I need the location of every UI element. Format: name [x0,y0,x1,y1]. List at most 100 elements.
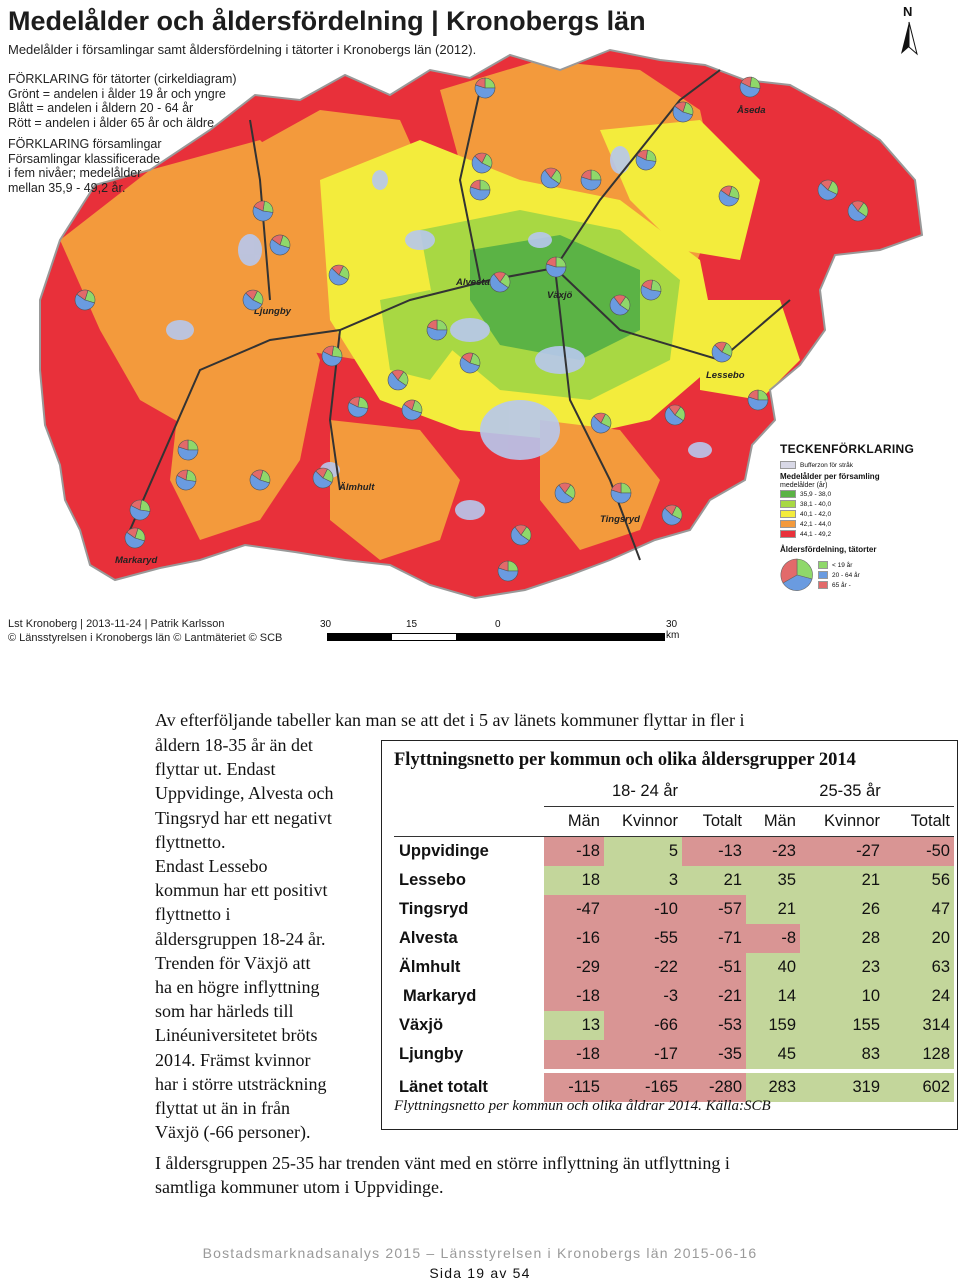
row-label: Alvesta [399,929,458,947]
table-cell: 83 [800,1040,884,1069]
table-cell: 45 [746,1040,800,1069]
pie-chart-icon [817,179,839,201]
pie-chart-icon [249,469,271,491]
pie-slice [672,105,693,123]
pie-chart-icon [328,264,350,286]
svg-text:Älmhult: Älmhult [338,482,375,493]
pie-slice [851,200,865,212]
legend-swatch [818,571,828,579]
pie-slice [427,319,438,331]
legend-label: 65 år - [832,581,851,589]
pie-chart-icon [672,101,694,123]
table-row: Lessebo 18 3 21 35 21 56 [394,866,954,895]
pie-chart-icon [635,149,657,171]
migration-table-box: Flyttningsnetto per kommun och olika åld… [381,740,958,1130]
legend-dist-class: 65 år - [818,580,860,590]
table-cell: -17 [604,1040,682,1069]
pie-chart-icon [554,482,576,504]
pie-chart-icon [401,399,423,421]
text-line: ha en högre inflyttning [155,977,320,998]
legend-title: TECKENFÖRKLARING [780,442,915,456]
svg-text:Lessebo: Lessebo [706,370,745,381]
map-regions [40,50,922,598]
row-label: Älmhult [399,958,461,976]
table-cell: 21 [800,866,884,895]
table-cell: 40 [746,953,800,982]
pie-slice [748,389,759,401]
pie-slice [242,292,263,311]
table-cell: 10 [800,982,884,1011]
table-cell: -27 [800,836,884,866]
text-line: I åldersgruppen 25-35 har trenden vänt m… [155,1153,730,1173]
legend-label: 38,1 - 40,0 [800,500,832,508]
county-map: Åseda Alvesta Växjö Ljungby Lessebo Älmh… [8,4,930,644]
pie-slice [176,469,188,481]
table-row: Ljungby -18 -17 -35 45 83 128 [394,1040,954,1069]
table-cell: -53 [682,1011,746,1040]
scale-segment [328,634,392,640]
pie-slice [740,76,752,88]
expl-line: Rött = andelen i ålder 65 år och äldre [8,115,215,130]
text-line: flyttnetto. [155,831,226,852]
text-line: Uppvidinge, Alvesta och [155,783,334,804]
expl-line: Grönt = andelen i ålder 19 år och yngre [8,86,226,101]
pie-chart-icon [347,396,369,418]
table-cell: 13 [544,1011,604,1040]
pie-chart-icon [459,352,481,374]
pie-slice [470,179,481,191]
place-labels: Åseda Alvesta Växjö Ljungby Lessebo Älmh… [115,105,766,566]
row-label: Uppvidinge [399,842,489,860]
scale-segment [498,634,664,640]
pie-slice [459,356,480,374]
pie-slice [610,489,632,504]
pie-slice [129,505,151,521]
table-cell: -16 [544,924,604,953]
migration-table: 18- 24 år 25-35 år Män Kvinnor Totalt Mä… [394,777,954,1102]
table-cell: -22 [604,953,682,982]
table-caption: Flyttningsnetto per kommun och olika åld… [394,1098,771,1114]
pie-slice [328,267,349,286]
table-cell: 159 [746,1011,800,1040]
pie-slice [611,482,622,494]
pie-slice [469,186,491,201]
table-row: Uppvidinge -18 5 -13 -23 -27 -50 [394,836,954,866]
pie-slice [641,279,653,291]
pie-chart-icon [129,499,151,521]
pie-chart-icon [545,256,567,278]
legend-swatch [780,530,796,538]
pie-chart-icon [252,200,274,222]
pie-slice [739,82,761,98]
pie-chart-icon [610,482,632,504]
table-row: Tingsryd -47 -10 -57 21 26 47 [394,895,954,924]
expl-line: mellan 35,9 - 49,2 år. [8,180,126,195]
pie-slice [720,185,733,197]
text-line: åldersgruppen 18-24 år. [155,928,326,949]
pie-chart-icon [847,200,869,222]
pie-slice [581,169,592,181]
final-paragraph: I åldersgruppen 25-35 har trenden vänt m… [155,1151,730,1199]
pie-chart-icon [242,289,264,311]
pie-slice [348,396,360,408]
pie-slice [401,403,422,421]
pie-slice [249,473,270,491]
pie-slice [322,345,334,357]
group-header: 18- 24 år [544,777,746,807]
map-legend: TECKENFÖRKLARING Bufferzon för stråk Med… [780,442,930,592]
svg-text:Tingsryd: Tingsryd [600,514,640,525]
pie-slice [474,84,496,99]
legend-label: 20 - 64 år [832,571,860,579]
pie-chart-icon [269,234,291,256]
pie-chart-icon [640,279,662,301]
row-label: Markaryd [403,987,477,1005]
table-cell: -10 [604,895,682,924]
pie-slice [590,415,611,434]
pie-slice [251,469,264,481]
table-cell: -21 [682,982,746,1011]
legend-class: 38,1 - 40,0 [780,499,930,509]
table-cell: 155 [800,1011,884,1040]
table-cell: 314 [884,1011,954,1040]
map-subtitle: Medelålder i församlingar samt åldersför… [8,42,477,57]
legend-label: 35,9 - 38,0 [800,490,832,498]
group-header: 25-35 år [746,777,954,807]
pie-slice [820,179,833,191]
